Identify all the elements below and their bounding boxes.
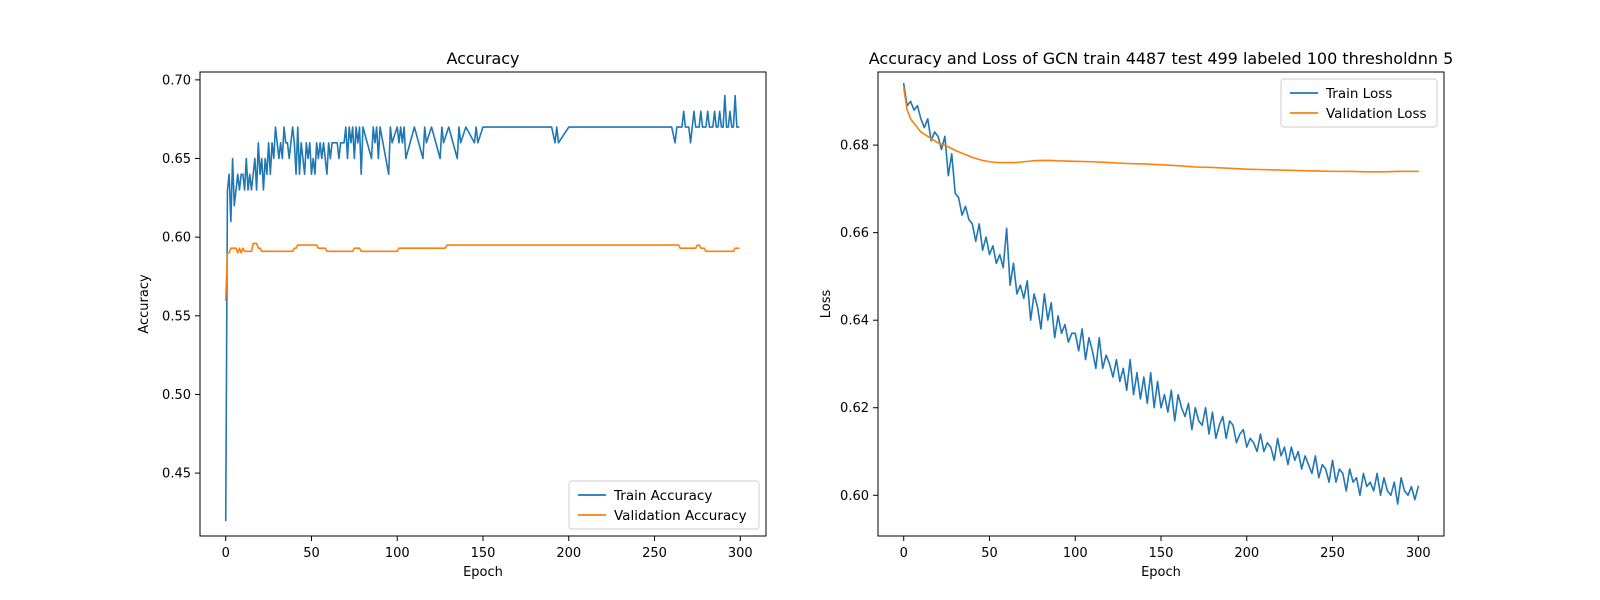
y-tick-label: 0.68 bbox=[840, 139, 869, 154]
x-axis-label: Epoch bbox=[463, 565, 503, 580]
x-tick-label: 0 bbox=[222, 546, 230, 561]
y-tick-label: 0.50 bbox=[162, 388, 191, 403]
legend-label: Train Accuracy bbox=[613, 488, 712, 504]
x-tick-label: 300 bbox=[1406, 546, 1431, 561]
series-line-train-loss bbox=[902, 82, 1420, 505]
x-tick-label: 150 bbox=[471, 546, 496, 561]
y-tick-label: 0.70 bbox=[162, 73, 191, 88]
accuracy-chart: 0 50 100 150 200 250 300 0.45 0.50 0.55 0.60 0.65 0.… bbox=[137, 49, 767, 580]
y-tick-label: 0.65 bbox=[162, 152, 191, 167]
x-tick-label: 150 bbox=[1149, 546, 1174, 561]
legend-box bbox=[568, 480, 760, 530]
y-tick-label: 0.55 bbox=[162, 309, 191, 324]
chart-title: Accuracy and Loss of GCN train 4487 test… bbox=[869, 49, 1454, 68]
y-axis-label: Accuracy bbox=[137, 274, 152, 334]
plot-area bbox=[224, 94, 740, 522]
chart-title: Accuracy bbox=[446, 49, 519, 68]
y-tick-label: 0.66 bbox=[840, 226, 869, 241]
x-tick-label: 200 bbox=[556, 546, 581, 561]
y-tick-label: 0.45 bbox=[162, 467, 191, 482]
x-tick-label: 250 bbox=[642, 546, 667, 561]
x-tick-label: 200 bbox=[1234, 546, 1259, 561]
y-tick-label: 0.62 bbox=[840, 401, 869, 416]
y-axis-label: Loss bbox=[819, 290, 834, 319]
x-tick-label: 50 bbox=[303, 546, 320, 561]
x-tick-label: 50 bbox=[981, 546, 998, 561]
legend-label: Train Loss bbox=[1325, 86, 1392, 102]
x-tick-label: 0 bbox=[900, 546, 908, 561]
x-tick-label: 250 bbox=[1320, 546, 1345, 561]
x-axis-label: Epoch bbox=[1141, 565, 1181, 580]
legend: Train Loss Validation Loss bbox=[1280, 78, 1438, 128]
legend-label: Validation Loss bbox=[1326, 106, 1427, 122]
series-line-validation-loss bbox=[902, 87, 1420, 173]
series-line-validation-accuracy bbox=[224, 242, 740, 301]
legend-box bbox=[1280, 78, 1438, 128]
plot-area bbox=[902, 82, 1420, 505]
legend-label: Validation Accuracy bbox=[614, 508, 747, 524]
x-tick-label: 300 bbox=[728, 546, 753, 561]
loss-chart: 0 50 100 150 200 250 300 0.60 0.62 0.64 0.66 0.68 Ac… bbox=[819, 49, 1453, 580]
series-line-train-accuracy bbox=[224, 94, 740, 522]
x-tick-label: 100 bbox=[1063, 546, 1088, 561]
y-tick-label: 0.64 bbox=[840, 314, 869, 329]
legend: Train Accuracy Validation Accuracy bbox=[568, 480, 760, 530]
y-tick-label: 0.60 bbox=[840, 489, 869, 504]
y-tick-label: 0.60 bbox=[162, 231, 191, 246]
x-tick-label: 100 bbox=[385, 546, 410, 561]
